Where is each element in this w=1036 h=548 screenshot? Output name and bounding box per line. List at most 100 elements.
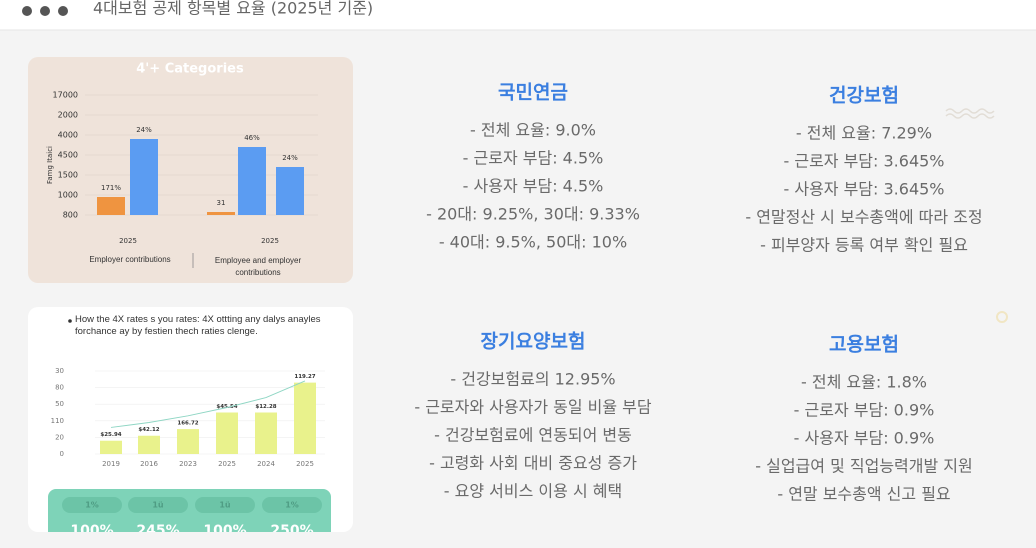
- section-line: - 건강보험료에 연동되어 변동: [434, 426, 632, 445]
- chart-title: How the 4X rates s you rates: 4X ottting…: [75, 314, 321, 337]
- stat-figure: 100%: [70, 523, 113, 539]
- chart-card: [28, 57, 353, 283]
- section-title: 장기요양보험: [481, 331, 586, 353]
- y-tick-label: 110: [51, 417, 64, 425]
- bar: [276, 167, 304, 215]
- bar-label: 24%: [136, 126, 152, 134]
- section-line: - 연말 보수총액 신고 필요: [777, 485, 950, 504]
- stat-figure: 100%: [203, 523, 246, 539]
- bullet: [68, 319, 72, 323]
- section-title: 고용보험: [829, 334, 899, 356]
- section-line: - 20대: 9.25%, 30대: 9.33%: [426, 205, 640, 224]
- y-tick-label: 1500: [58, 171, 78, 180]
- bar: [138, 435, 160, 454]
- group-label: Employer contributions: [89, 255, 171, 264]
- chart-card: [28, 307, 353, 532]
- y-tick-label: 50: [55, 400, 64, 408]
- decoration: [996, 311, 1008, 323]
- window-title: 4대보험 공제 항목별 요율 (2025년 기준): [93, 0, 373, 18]
- x-tick-label: 2024: [257, 460, 275, 468]
- group-label: Employee and employer contributions: [214, 256, 302, 277]
- bar-label: 24%: [282, 154, 298, 162]
- stat-badge: [195, 497, 255, 513]
- stat-badge: [262, 497, 322, 513]
- y-axis-label: Famg Itaici: [46, 146, 54, 184]
- bar-label: 119.27: [294, 374, 315, 380]
- stat-badge: [128, 497, 188, 513]
- chart-1: 4'+ Categories Famg Itaici 800 1000 1500 4500…: [46, 62, 318, 277]
- section-line: - 실업급여 및 직업능력개발 지원: [755, 457, 972, 476]
- section-title: 건강보험: [829, 85, 899, 107]
- x-tick-label: 2025: [119, 237, 137, 245]
- section-line: - 사용자 부담: 0.9%: [794, 429, 935, 448]
- window-dot[interactable]: [40, 6, 50, 16]
- x-tick-label: 2025: [296, 460, 314, 468]
- section-line: - 전체 요율: 7.29%: [796, 124, 932, 143]
- section-line: - 근로자 부담: 3.645%: [783, 152, 944, 171]
- chart-title: 4'+ Categories: [136, 62, 244, 77]
- group-label-box: Employee and employer contributions: [214, 256, 302, 277]
- trend-line: [110, 380, 306, 428]
- section-line: - 전체 요율: 9.0%: [470, 121, 596, 140]
- x-tick-label: 2019: [102, 460, 120, 468]
- bar-label: $42.12: [138, 427, 159, 433]
- stat-figure: 245%: [136, 523, 179, 539]
- bar-label: $25.94: [100, 432, 121, 438]
- x-tick-label: 2016: [140, 460, 158, 468]
- section-line: - 사용자 부담: 3.645%: [783, 180, 944, 199]
- bar: [97, 197, 125, 215]
- sections: 국민연금 - 전체 요율: 9.0% - 근로자 부담: 4.5% - 사용자 부담:…: [414, 82, 982, 504]
- bar: [130, 139, 158, 215]
- bar-label: 46%: [244, 134, 260, 142]
- y-tick-label: 4500: [58, 151, 78, 160]
- section-line: - 연말정산 시 보수총액에 따라 조정: [745, 208, 982, 227]
- section-line: - 근로자와 사용자가 동일 비율 부담: [414, 398, 652, 417]
- x-tick-label: 2025: [261, 237, 279, 245]
- title-bar: [0, 0, 1036, 30]
- bar: [100, 440, 122, 454]
- chart-2: How the 4X rates s you rates: 4X ottting…: [48, 314, 331, 539]
- section-line: - 사용자 부담: 4.5%: [463, 177, 604, 196]
- y-tick-label: 30: [55, 367, 64, 375]
- section-line: - 근로자 부담: 0.9%: [794, 401, 935, 420]
- section-line: - 건강보험료의 12.95%: [450, 370, 615, 389]
- x-tick-label: 2025: [218, 460, 236, 468]
- group-label-box: Employer contributions: [89, 255, 171, 264]
- stat-badge-text: 1ü: [219, 501, 231, 510]
- decoration: [945, 108, 995, 119]
- section-line: - 피부양자 등록 여부 확인 필요: [760, 236, 968, 255]
- y-tick-label: 80: [55, 384, 64, 392]
- bar: [216, 412, 238, 454]
- bar: [238, 147, 266, 215]
- section-line: - 40대: 9.5%, 50대: 10%: [439, 233, 627, 252]
- y-tick-label: 0: [60, 450, 64, 458]
- bar: [255, 412, 277, 454]
- section-line: - 고령화 사회 대비 중요성 증가: [429, 454, 637, 473]
- stat-badge-text: 1%: [285, 501, 299, 510]
- x-tick-label: 2023: [179, 460, 197, 468]
- section-line: - 요양 서비스 이용 시 혜택: [444, 482, 622, 501]
- y-tick-label: 4000: [58, 131, 78, 140]
- y-tick-label: 1000: [58, 191, 78, 200]
- bar: [177, 429, 199, 454]
- window-dot[interactable]: [58, 6, 68, 16]
- y-tick-label: 2000: [58, 111, 78, 120]
- window-dot[interactable]: [22, 6, 32, 16]
- y-tick-label: 17000: [53, 91, 78, 100]
- bar-label: 166.72: [177, 421, 198, 427]
- stat-badge-text: 1%: [85, 501, 99, 510]
- section-title: 국민연금: [498, 82, 568, 104]
- bar: [207, 212, 235, 215]
- bar-label: 171%: [101, 184, 121, 192]
- stat-badge-text: 1ü: [152, 501, 164, 510]
- chart-title-box: How the 4X rates s you rates: 4X ottting…: [75, 314, 321, 337]
- bar-label: 31: [217, 199, 226, 207]
- section-line: - 근로자 부담: 4.5%: [463, 149, 604, 168]
- y-tick-label: 800: [63, 211, 78, 220]
- y-tick-label: 20: [55, 433, 64, 441]
- section-line: - 전체 요율: 1.8%: [801, 373, 927, 392]
- bar-label: $12.28: [255, 404, 276, 410]
- bar: [294, 382, 316, 454]
